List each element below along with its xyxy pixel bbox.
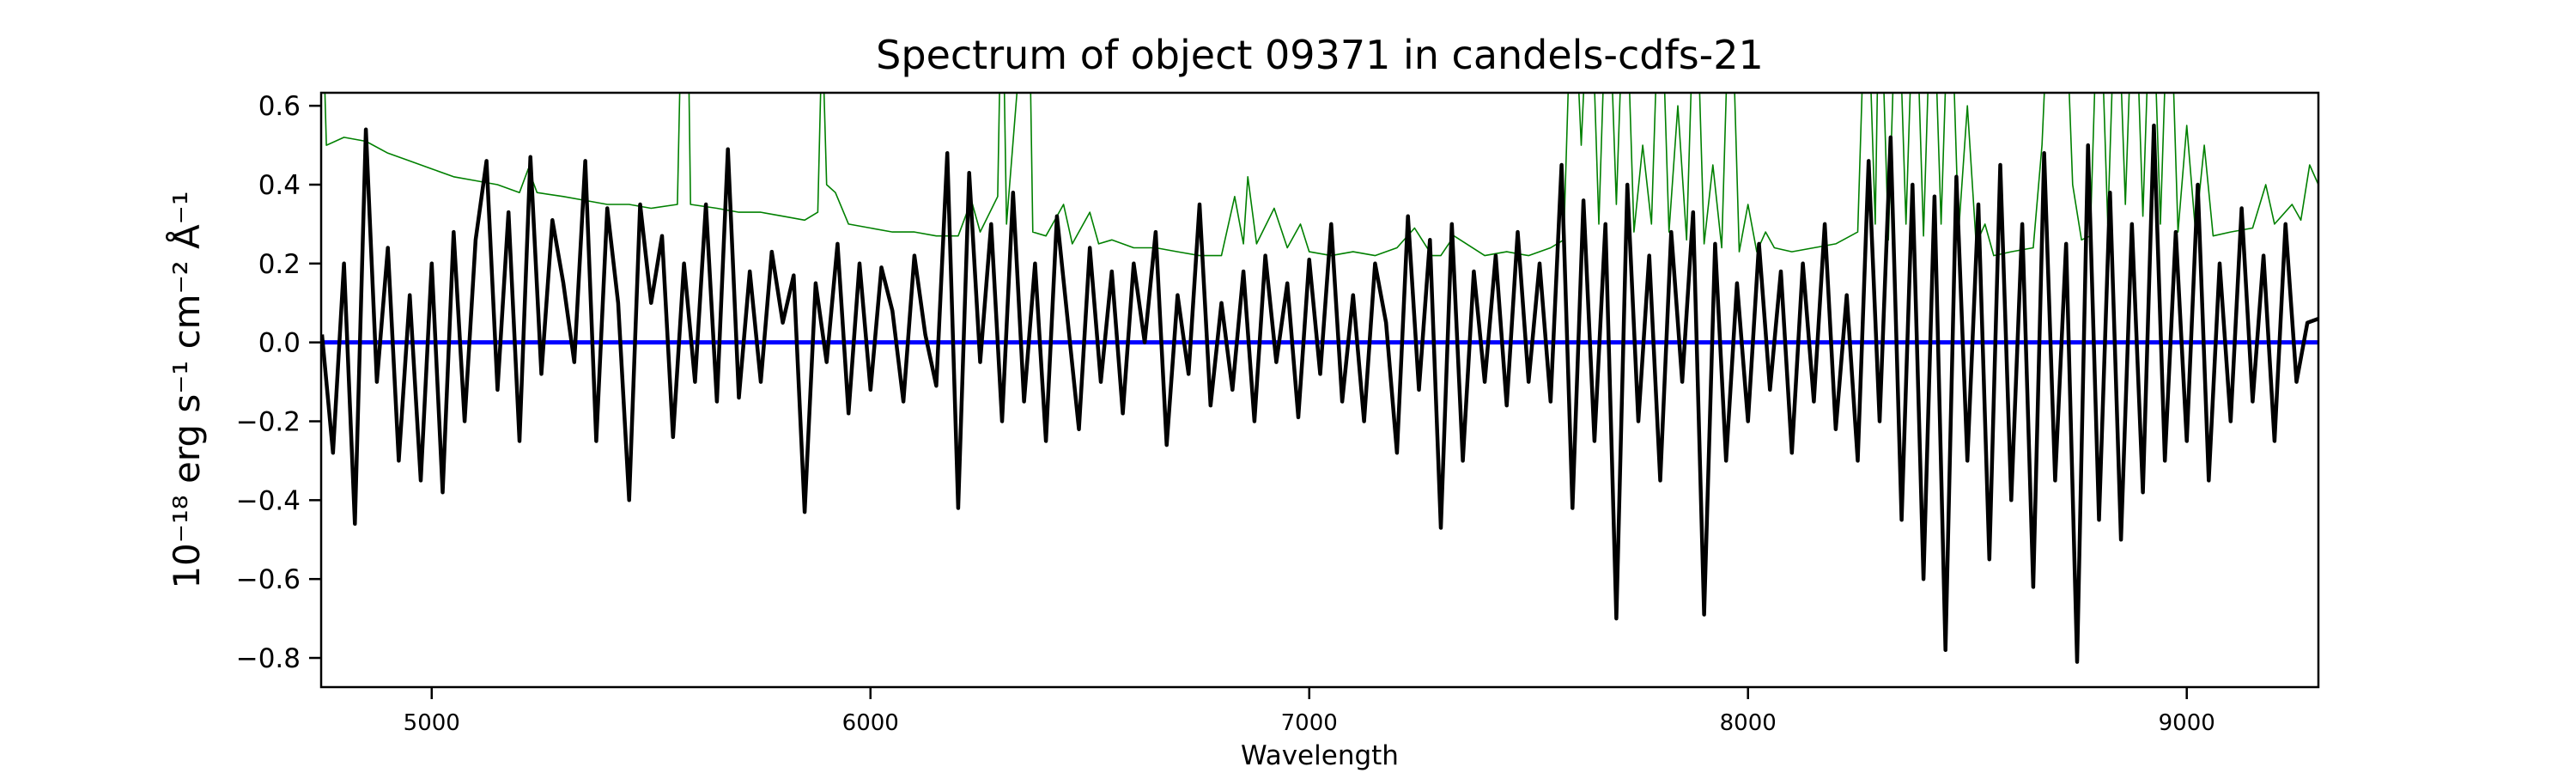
x-axis-label: Wavelength	[1241, 740, 1399, 771]
y-tick-label: 0.6	[258, 91, 301, 122]
chart-title: Spectrum of object 09371 in candels-cdfs…	[876, 32, 1764, 78]
x-tick-label: 6000	[842, 710, 899, 736]
y-tick-label: 0.0	[258, 328, 301, 359]
y-axis-label: 10⁻¹⁸ erg s⁻¹ cm⁻² Å⁻¹	[165, 191, 208, 588]
y-tick-label: −0.6	[236, 564, 301, 595]
y-tick-label: 0.4	[258, 170, 301, 201]
y-axis: −0.8 −0.6 −0.4 −0.2 0.0 0.2 0.4 0.6	[236, 91, 321, 674]
y-tick-label: 0.2	[258, 249, 301, 280]
x-tick-label: 9000	[2159, 710, 2215, 736]
flux-series-line	[321, 123, 2318, 664]
axes-frame	[319, 91, 2320, 689]
y-tick-label: −0.4	[236, 485, 301, 516]
y-tick-label: −0.8	[236, 643, 301, 674]
x-axis: 5000 6000 7000 8000 9000	[404, 687, 2215, 736]
plot-area	[321, 93, 2318, 664]
y-tick-label: −0.2	[236, 407, 301, 438]
x-tick-label: 5000	[404, 710, 460, 736]
x-tick-label: 7000	[1281, 710, 1338, 736]
x-tick-label: 8000	[1720, 710, 1777, 736]
